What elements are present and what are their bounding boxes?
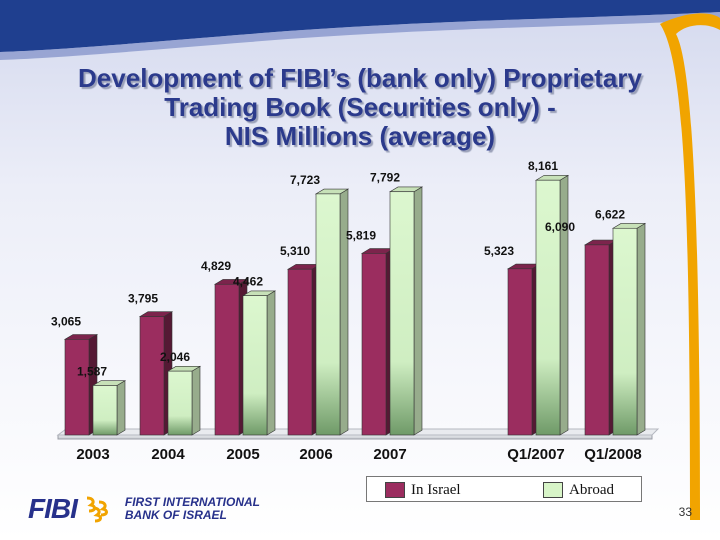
legend-label-abroad: Abroad — [569, 481, 614, 498]
value-label-abroad-2007: 7,792 — [370, 171, 400, 185]
category-label-2007: 2007 — [373, 446, 406, 463]
brand-fullname: FIRST INTERNATIONAL BANK OF ISRAEL — [125, 496, 260, 522]
legend-swatch-abroad — [543, 482, 563, 498]
title-line-2: Trading Book (Securities only) - — [164, 92, 556, 122]
legend-item-israel: In Israel — [385, 481, 461, 499]
slide-title: Development of FIBI’s (bank only) Propri… — [10, 64, 710, 151]
category-label-2005: 2005 — [226, 446, 259, 463]
legend-label-israel: In Israel — [411, 481, 461, 498]
value-label-israel-2003: 3,065 — [51, 314, 81, 328]
bar-abroad-2006 — [314, 188, 350, 436]
chart-legend: In Israel Abroad — [366, 476, 642, 502]
legend-item-abroad: Abroad — [543, 481, 614, 499]
legend-swatch-israel — [385, 482, 405, 498]
bar-israel-Q1-2008 — [583, 239, 619, 436]
page-number: 33 — [678, 505, 692, 519]
bar-israel-2004 — [138, 311, 174, 436]
brand-wordmark: FIBI — [28, 493, 78, 524]
bar-israel-2003 — [63, 333, 99, 436]
value-label-israel-2005: 4,829 — [201, 259, 231, 273]
category-label-2004: 2004 — [151, 446, 185, 463]
value-label-abroad-Q1-2007: 8,161 — [528, 159, 558, 173]
brand-line-1: FIRST INTERNATIONAL — [124, 495, 260, 509]
category-label-Q1-2007: Q1/2007 — [507, 446, 565, 463]
bar-abroad-2007 — [388, 186, 424, 436]
value-label-abroad-2004: 2,046 — [160, 350, 190, 364]
bar-israel-2005 — [213, 278, 249, 436]
bar-abroad-Q1-2008 — [611, 222, 647, 436]
bar-israel-2006 — [286, 263, 322, 436]
value-label-israel-2004: 3,795 — [128, 292, 158, 306]
value-label-abroad-2005: 4,462 — [233, 275, 263, 289]
brand-mark-icon — [86, 496, 108, 523]
value-label-abroad-Q1-2008: 6,622 — [595, 207, 625, 221]
value-label-israel-Q1-2007: 5,323 — [484, 244, 514, 258]
category-label-2006: 2006 — [299, 446, 332, 463]
brand-logo: FIBI FIRST INTERNATIONAL BANK OF ISRAEL — [28, 492, 260, 526]
bar-israel-Q1-2007 — [506, 263, 542, 436]
brand-line-2: BANK OF ISRAEL — [124, 508, 227, 522]
bar-israel-2007 — [360, 248, 396, 436]
title-line-1: Development of FIBI’s (bank only) Propri… — [78, 63, 642, 93]
value-label-israel-2006: 5,310 — [280, 244, 310, 258]
bar-abroad-Q1-2007 — [534, 174, 570, 436]
value-label-israel-2007: 5,819 — [346, 228, 376, 242]
category-label-Q1-2008: Q1/2008 — [584, 446, 642, 463]
chart-floor — [57, 434, 653, 440]
value-label-israel-Q1-2008: 6,090 — [545, 220, 575, 234]
bar-abroad-2004 — [166, 365, 202, 436]
value-label-abroad-2006: 7,723 — [290, 173, 320, 187]
title-line-3: NIS Millions (average) — [224, 121, 496, 151]
bar-abroad-2003 — [91, 380, 127, 436]
category-label-2003: 2003 — [76, 446, 109, 463]
value-label-abroad-2003: 1,587 — [77, 364, 107, 378]
bar-abroad-2005 — [241, 290, 277, 436]
